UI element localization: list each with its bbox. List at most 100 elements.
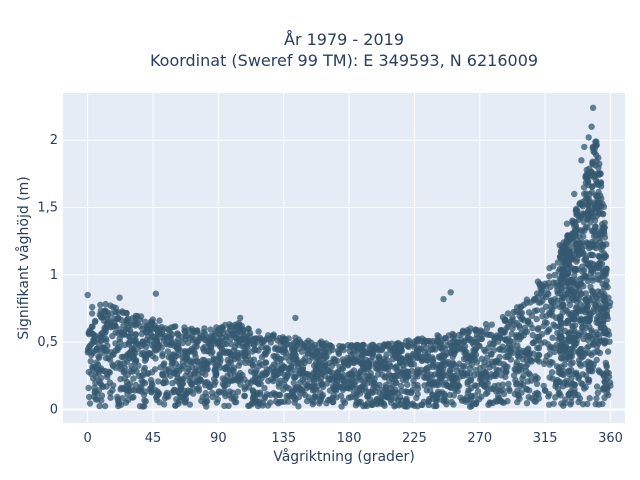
data-point — [480, 346, 488, 353]
data-point — [486, 331, 493, 338]
data-point — [585, 201, 592, 208]
data-point — [200, 360, 207, 368]
data-point — [502, 316, 509, 324]
data-point — [258, 375, 265, 382]
data-point — [147, 376, 155, 384]
data-point — [490, 341, 497, 348]
data-point — [104, 373, 111, 381]
data-point — [241, 392, 248, 400]
data-point — [525, 345, 532, 352]
data-point — [276, 391, 284, 399]
data-point — [563, 377, 570, 384]
data-point — [577, 227, 584, 234]
data-point — [595, 204, 603, 211]
data-point — [421, 338, 428, 345]
data-point — [84, 291, 91, 299]
data-point — [477, 327, 484, 334]
data-point — [112, 340, 119, 347]
data-point — [585, 260, 592, 267]
data-point — [334, 381, 341, 388]
data-point — [393, 350, 401, 357]
data-point — [560, 267, 568, 275]
data-point — [84, 345, 92, 353]
data-point — [504, 310, 512, 317]
data-point — [546, 351, 553, 358]
data-point — [332, 373, 339, 380]
data-point — [186, 401, 194, 408]
data-point — [526, 356, 534, 363]
data-point — [153, 393, 160, 401]
data-point — [557, 329, 564, 336]
data-point — [525, 309, 533, 316]
data-point — [523, 299, 530, 306]
data-point — [546, 273, 553, 280]
y-tick-label: 0,5 — [37, 335, 58, 350]
x-tick-label: 90 — [210, 431, 227, 446]
data-point — [361, 402, 369, 409]
data-point — [602, 359, 609, 367]
data-point — [582, 179, 590, 186]
data-point — [556, 342, 564, 350]
data-point — [287, 364, 294, 371]
data-point — [571, 223, 578, 230]
data-point — [514, 391, 522, 399]
data-point — [573, 303, 580, 311]
data-point — [352, 402, 360, 409]
data-point — [590, 232, 598, 240]
data-point — [546, 264, 553, 272]
data-point — [420, 398, 428, 405]
data-point — [560, 258, 567, 266]
data-point — [577, 291, 585, 298]
data-point — [498, 372, 505, 379]
data-point — [281, 372, 288, 379]
data-point — [556, 242, 563, 249]
data-point — [592, 192, 600, 199]
data-point — [162, 379, 170, 386]
data-point — [562, 348, 569, 356]
data-point — [513, 359, 520, 366]
data-point — [438, 389, 446, 396]
data-point — [404, 342, 411, 350]
data-point — [89, 349, 97, 357]
data-point — [554, 297, 561, 304]
data-point — [129, 355, 137, 363]
data-point — [564, 291, 571, 298]
data-point — [201, 343, 208, 351]
data-point — [210, 375, 218, 383]
data-point — [394, 368, 401, 375]
data-point — [269, 333, 277, 340]
data-point — [237, 336, 245, 343]
data-point — [448, 398, 455, 406]
data-point — [429, 363, 436, 370]
data-point — [191, 350, 198, 357]
data-point — [189, 332, 196, 339]
data-point — [464, 378, 471, 386]
data-point — [210, 356, 217, 363]
data-point — [468, 402, 475, 410]
data-point — [571, 288, 579, 296]
data-point — [573, 206, 580, 214]
data-point — [402, 376, 410, 383]
data-point — [557, 367, 564, 375]
data-point — [241, 376, 248, 383]
data-point — [602, 282, 610, 289]
data-point — [194, 358, 201, 365]
data-point — [158, 334, 166, 341]
data-point — [172, 360, 180, 367]
data-point — [147, 337, 154, 344]
data-point — [374, 384, 381, 391]
data-point — [356, 387, 363, 394]
data-point — [130, 375, 137, 382]
data-point — [105, 318, 113, 325]
data-point — [568, 313, 575, 320]
data-point — [584, 224, 591, 231]
data-point — [413, 394, 420, 402]
data-point — [542, 357, 549, 364]
data-point — [105, 368, 113, 375]
data-point — [141, 397, 148, 404]
data-point — [495, 382, 502, 389]
data-point — [460, 355, 468, 363]
data-point — [491, 336, 498, 343]
data-point — [395, 402, 403, 409]
